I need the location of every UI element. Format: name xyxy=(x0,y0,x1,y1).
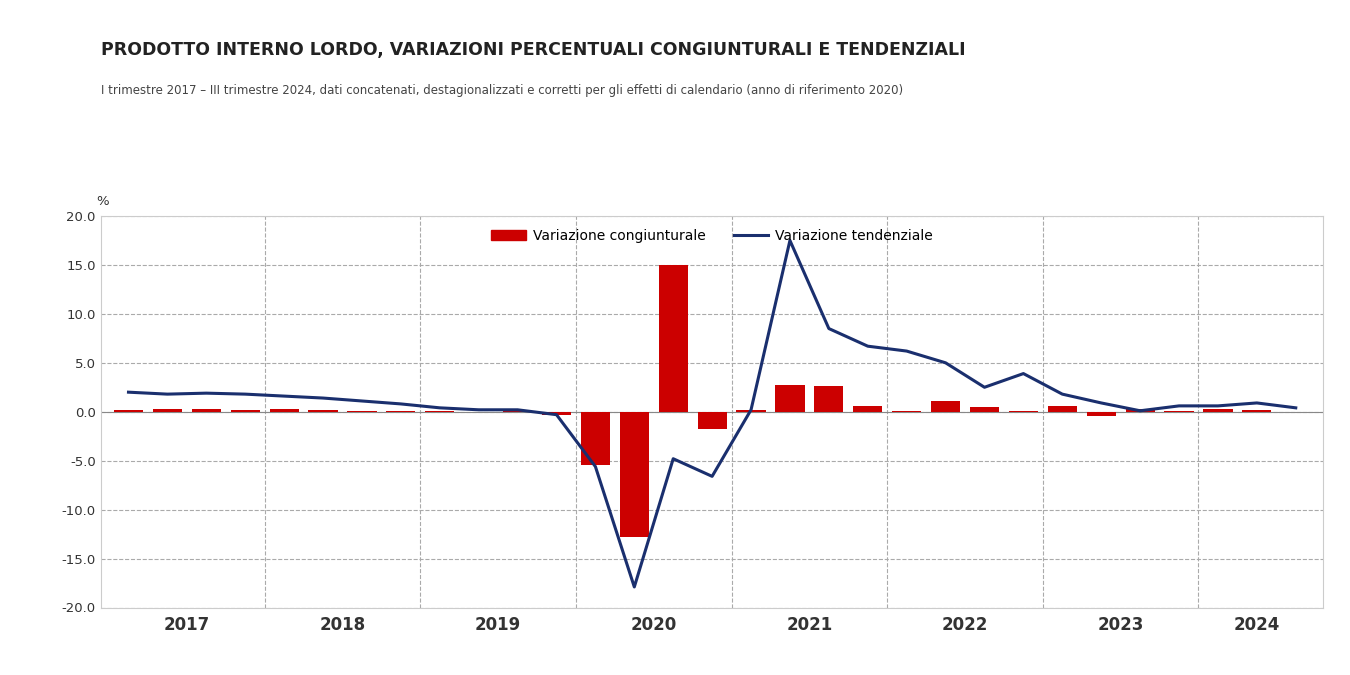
Text: I trimestre 2017 – III trimestre 2024, dati concatenati, destagionalizzati e cor: I trimestre 2017 – III trimestre 2024, d… xyxy=(101,84,903,97)
Bar xyxy=(659,265,687,412)
Legend: Variazione congiunturale, Variazione tendenziale: Variazione congiunturale, Variazione ten… xyxy=(486,223,938,248)
Bar xyxy=(1203,409,1233,412)
Bar xyxy=(192,409,221,412)
Bar xyxy=(153,409,182,412)
Bar xyxy=(580,412,610,464)
Bar xyxy=(1048,406,1077,412)
Bar xyxy=(231,410,259,412)
Bar xyxy=(1165,411,1193,412)
Bar xyxy=(1087,412,1116,416)
Text: %: % xyxy=(96,195,109,208)
Bar xyxy=(347,411,377,412)
Bar xyxy=(698,412,726,429)
Bar xyxy=(541,412,571,414)
Bar xyxy=(853,406,883,412)
Bar xyxy=(113,410,143,412)
Bar xyxy=(270,409,298,412)
Bar xyxy=(386,411,416,412)
Bar xyxy=(504,411,532,412)
Bar xyxy=(308,410,338,412)
Text: PRODOTTO INTERNO LORDO, VARIAZIONI PERCENTUALI CONGIUNTURALI E TENDENZIALI: PRODOTTO INTERNO LORDO, VARIAZIONI PERCE… xyxy=(101,40,965,59)
Bar xyxy=(1008,411,1038,412)
Bar xyxy=(814,386,844,412)
Bar xyxy=(620,412,649,537)
Bar xyxy=(1126,409,1154,412)
Bar xyxy=(969,407,999,412)
Bar xyxy=(931,401,960,412)
Bar xyxy=(425,411,455,412)
Bar xyxy=(1242,410,1272,412)
Bar xyxy=(892,411,921,412)
Bar xyxy=(775,385,805,412)
Bar xyxy=(737,410,765,412)
